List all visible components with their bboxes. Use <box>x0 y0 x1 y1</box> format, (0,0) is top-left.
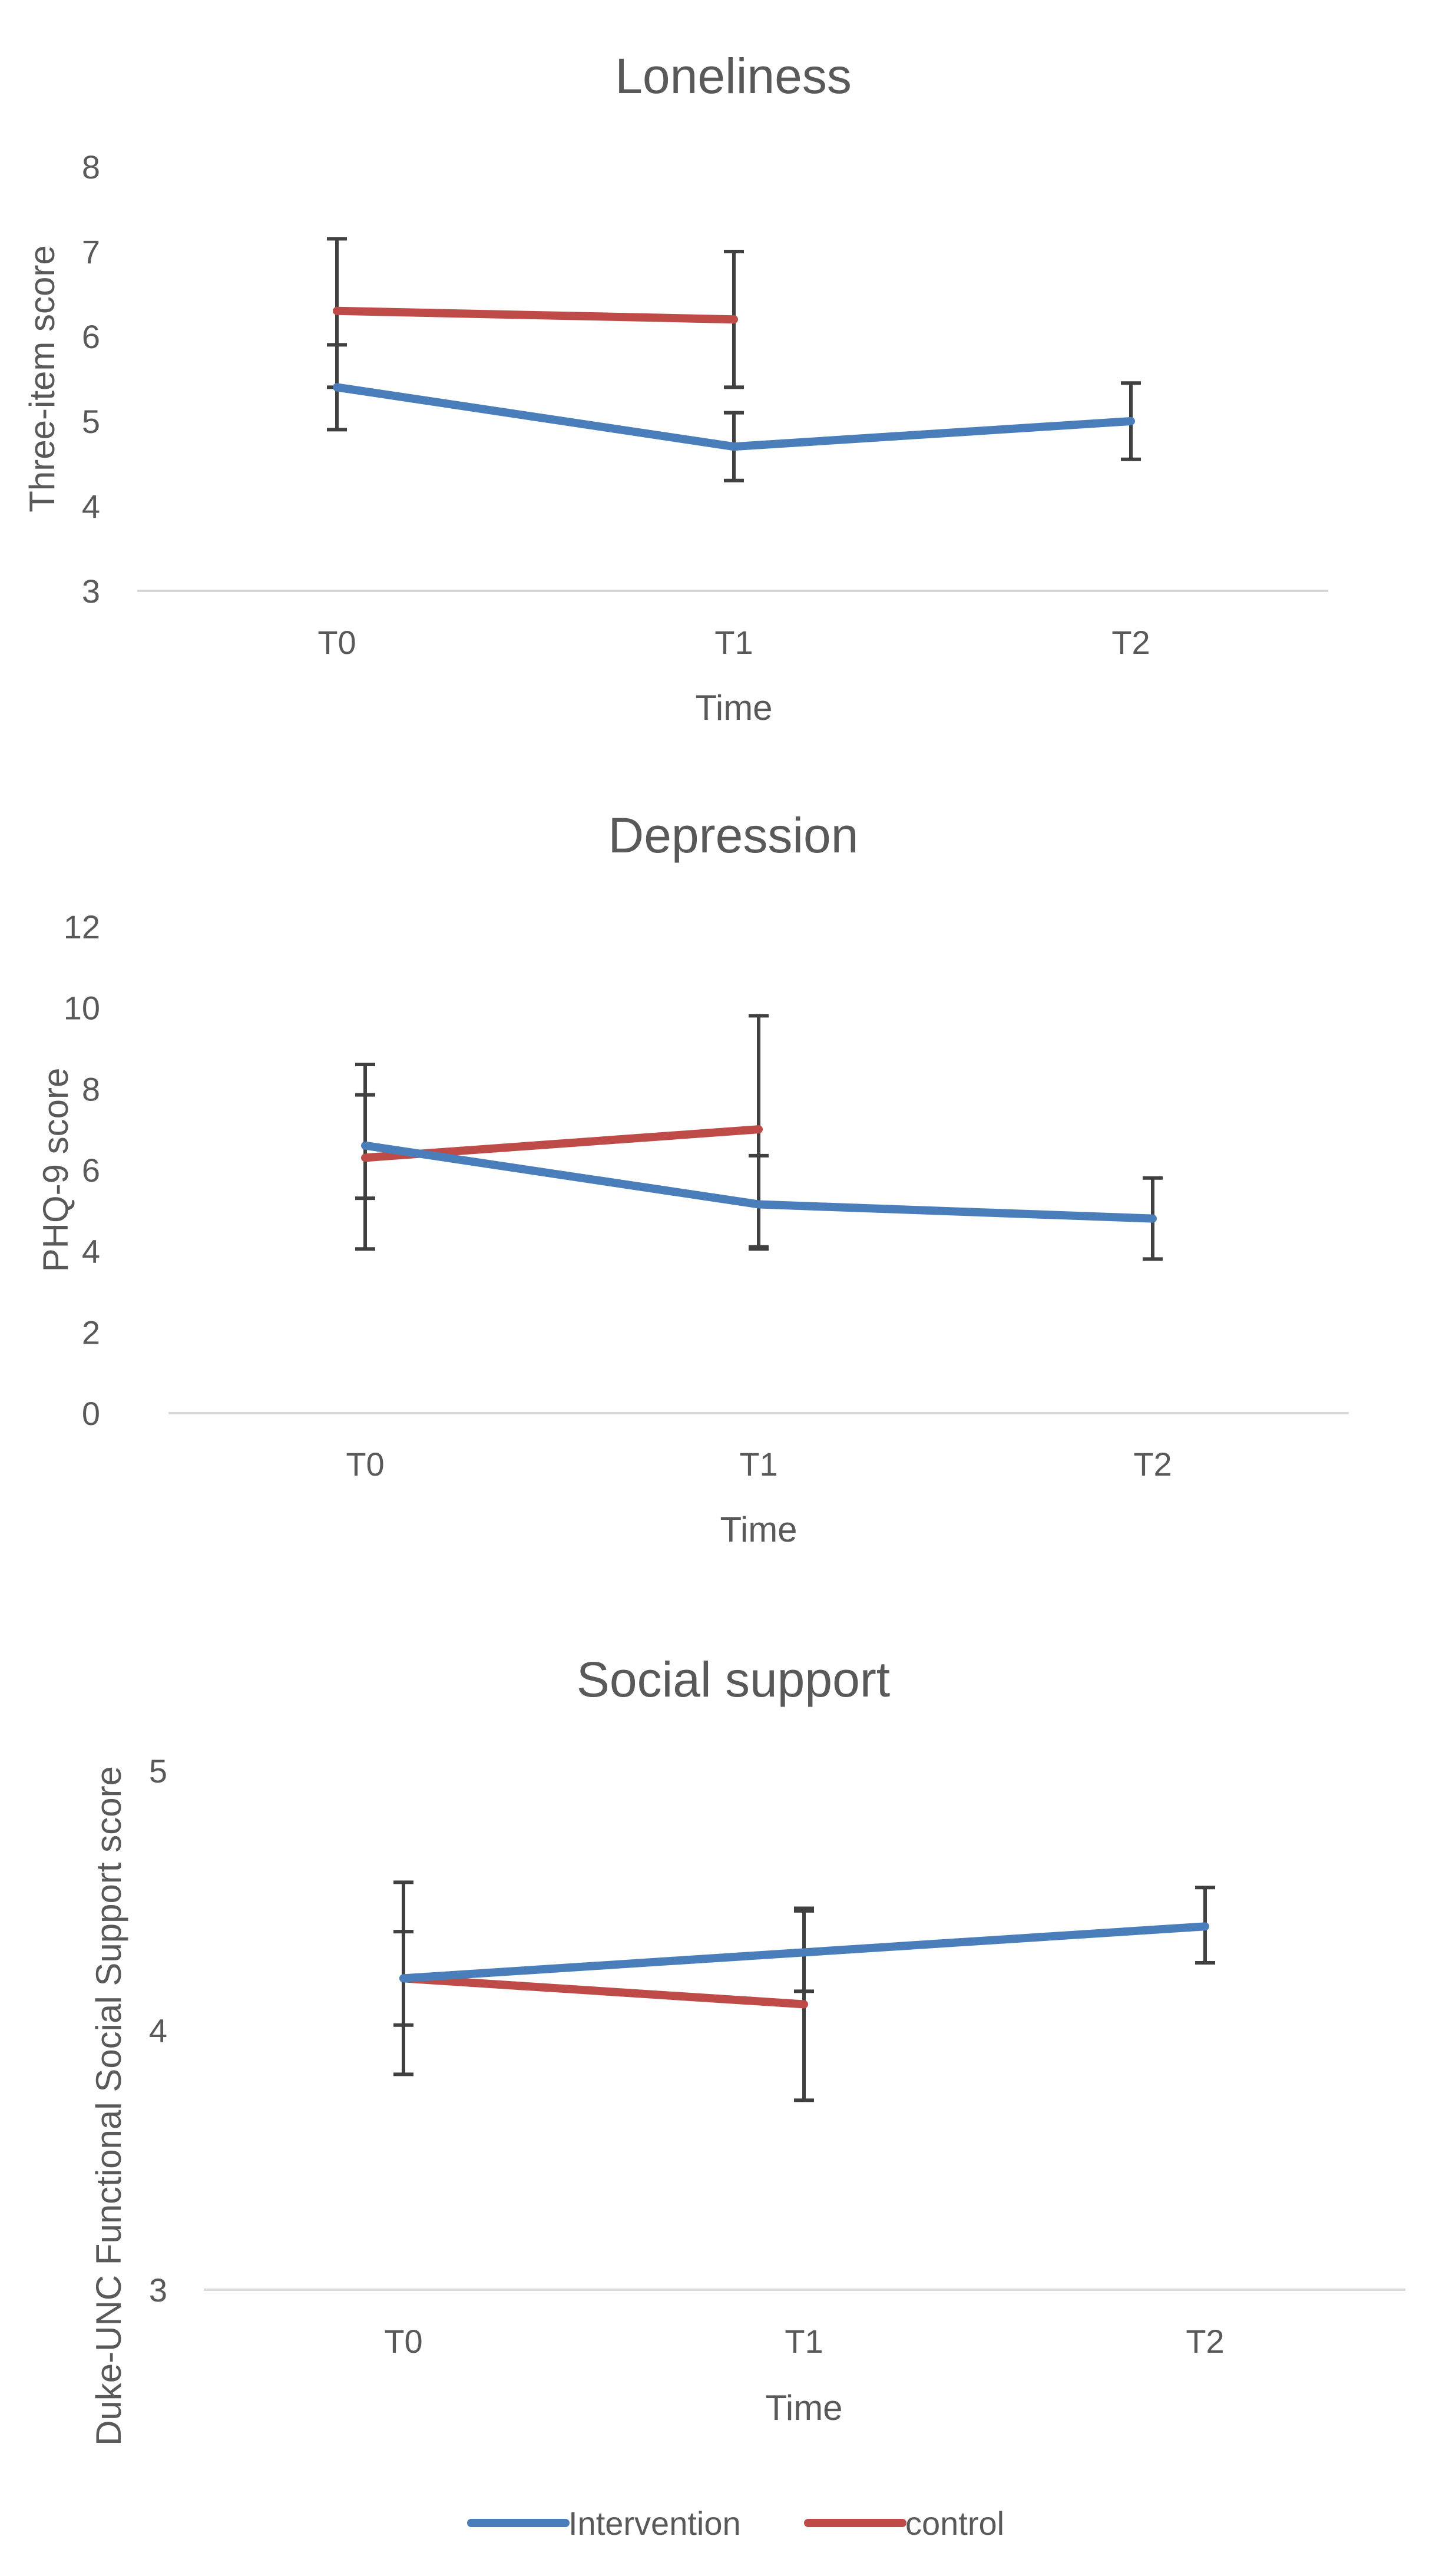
y-tick-label: 12 <box>64 908 100 945</box>
chart-title: Social support <box>577 1652 890 1707</box>
y-tick-label: 4 <box>82 1233 100 1270</box>
x-tick-label: T0 <box>384 2323 422 2360</box>
x-tick-label: T2 <box>1111 624 1150 661</box>
series-line-intervention <box>361 1141 1157 1223</box>
x-tick-label: T1 <box>714 624 753 661</box>
series-line-intervention <box>399 1922 1209 1983</box>
series-line-control <box>399 1974 808 2009</box>
y-axis-label: Duke-UNC Functional Social Support score <box>89 1766 128 2446</box>
y-tick-label: 8 <box>82 1070 100 1107</box>
chart-2: Social support 3 4 5 T0 T1 T2 Time Duke-UNC Func… <box>89 1652 1405 2446</box>
y-tick-label: 8 <box>82 148 100 186</box>
y-tick-label: 0 <box>82 1395 100 1432</box>
y-tick-label: 3 <box>82 573 100 610</box>
y-tick-label: 7 <box>82 233 100 270</box>
x-tick-label: T2 <box>1133 1446 1172 1483</box>
chart-title: Loneliness <box>615 48 852 104</box>
x-axis-label: Time <box>695 688 772 728</box>
series-line-intervention <box>333 383 1135 451</box>
x-tick-label: T1 <box>739 1446 777 1483</box>
chart-0: Loneliness 3 4 5 6 7 8 T0 T1 T2 Time Three-item sco… <box>22 48 1328 728</box>
y-tick-label: 4 <box>82 488 100 525</box>
y-tick-label: 6 <box>82 318 100 355</box>
x-tick-label: T2 <box>1186 2323 1224 2360</box>
y-tick-label: 4 <box>149 2012 167 2049</box>
chart-title: Depression <box>608 808 859 863</box>
y-tick-label: 3 <box>149 2271 167 2309</box>
x-tick-label: T1 <box>785 2323 823 2360</box>
y-tick-label: 6 <box>82 1152 100 1189</box>
legend-label-intervention: Intervention <box>568 2505 741 2542</box>
x-axis-label: Time <box>765 2388 842 2428</box>
x-tick-label: T0 <box>346 1446 384 1483</box>
x-axis-label: Time <box>720 1510 797 1549</box>
x-tick-label: T0 <box>317 624 356 661</box>
legend: Intervention control <box>467 2505 1004 2542</box>
y-axis-label: Three-item score <box>22 245 62 512</box>
y-tick-label: 2 <box>82 1314 100 1351</box>
y-tick-label: 5 <box>149 1752 167 1790</box>
y-axis-label: PHQ-9 score <box>36 1068 75 1272</box>
y-tick-label: 10 <box>64 990 100 1027</box>
y-tick-label: 5 <box>82 403 100 440</box>
chart-1: Depression 0 2 4 6 8 10 12 T0 T1 T2 Time PHQ-9 score <box>36 808 1349 1549</box>
legend-label-control: control <box>905 2505 1004 2542</box>
series-line-control <box>333 306 738 324</box>
